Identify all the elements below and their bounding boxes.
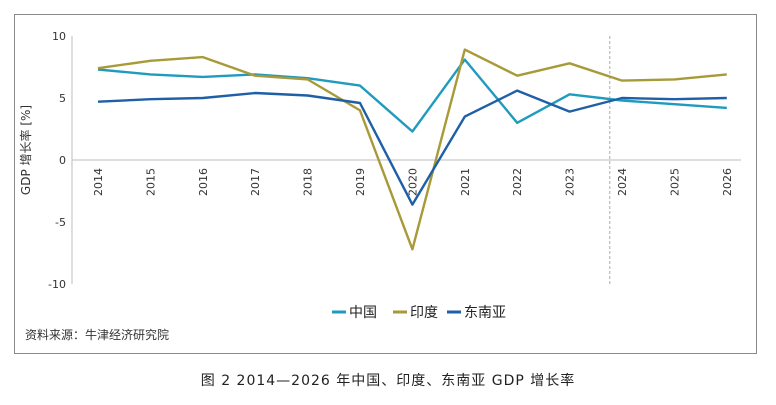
x-tick-label: 2020 — [406, 168, 419, 196]
x-tick-label: 2018 — [302, 168, 315, 196]
legend-label: 东南亚 — [464, 305, 506, 321]
x-tick-label: 2025 — [668, 168, 681, 196]
line-chart: 10 5 0 -5 -10 GDP 增长率 [%] 2014 2015 2016 2017 2018… — [18, 30, 741, 321]
legend: 中国 印度 东南亚 — [332, 305, 506, 321]
x-tick-label: 2014 — [92, 168, 105, 196]
axes: 10 5 0 -5 -10 GDP 增长率 [%] 2014 2015 2016 2017 2018… — [18, 30, 741, 291]
y-tick-label: -10 — [48, 278, 66, 291]
x-tick-label: 2015 — [144, 168, 157, 196]
y-tick-label: 10 — [52, 30, 66, 43]
y-tick-label: -5 — [55, 216, 66, 229]
x-tick-label: 2017 — [249, 168, 262, 196]
series-line-1 — [97, 58, 727, 133]
y-tick-label: 5 — [59, 92, 66, 105]
legend-label: 中国 — [349, 305, 377, 321]
x-tick-label: 2022 — [511, 168, 524, 196]
figure-caption: 图 2 2014—2026 年中国、印度、东南亚 GDP 增长率 — [200, 373, 576, 389]
legend-label: 印度 — [410, 305, 438, 321]
source-note: 资料来源：牛津经济研究院 — [25, 328, 170, 342]
x-tick-label: 2023 — [564, 168, 577, 196]
x-tick-label: 2016 — [197, 168, 210, 196]
chart-frame: 10 5 0 -5 -10 GDP 增长率 [%] 2014 2015 2016 2017 2018… — [14, 14, 757, 354]
series-line-2 — [97, 48, 727, 251]
series-lines — [97, 48, 727, 251]
x-tick-label: 2019 — [354, 168, 367, 196]
x-tick-label: 2024 — [616, 168, 629, 196]
y-axis-label: GDP 增长率 [%] — [18, 105, 33, 195]
series-line-3 — [97, 89, 727, 206]
x-tick-label: 2021 — [459, 168, 472, 196]
y-tick-label: 0 — [59, 154, 66, 167]
x-tick-label: 2026 — [721, 168, 734, 196]
